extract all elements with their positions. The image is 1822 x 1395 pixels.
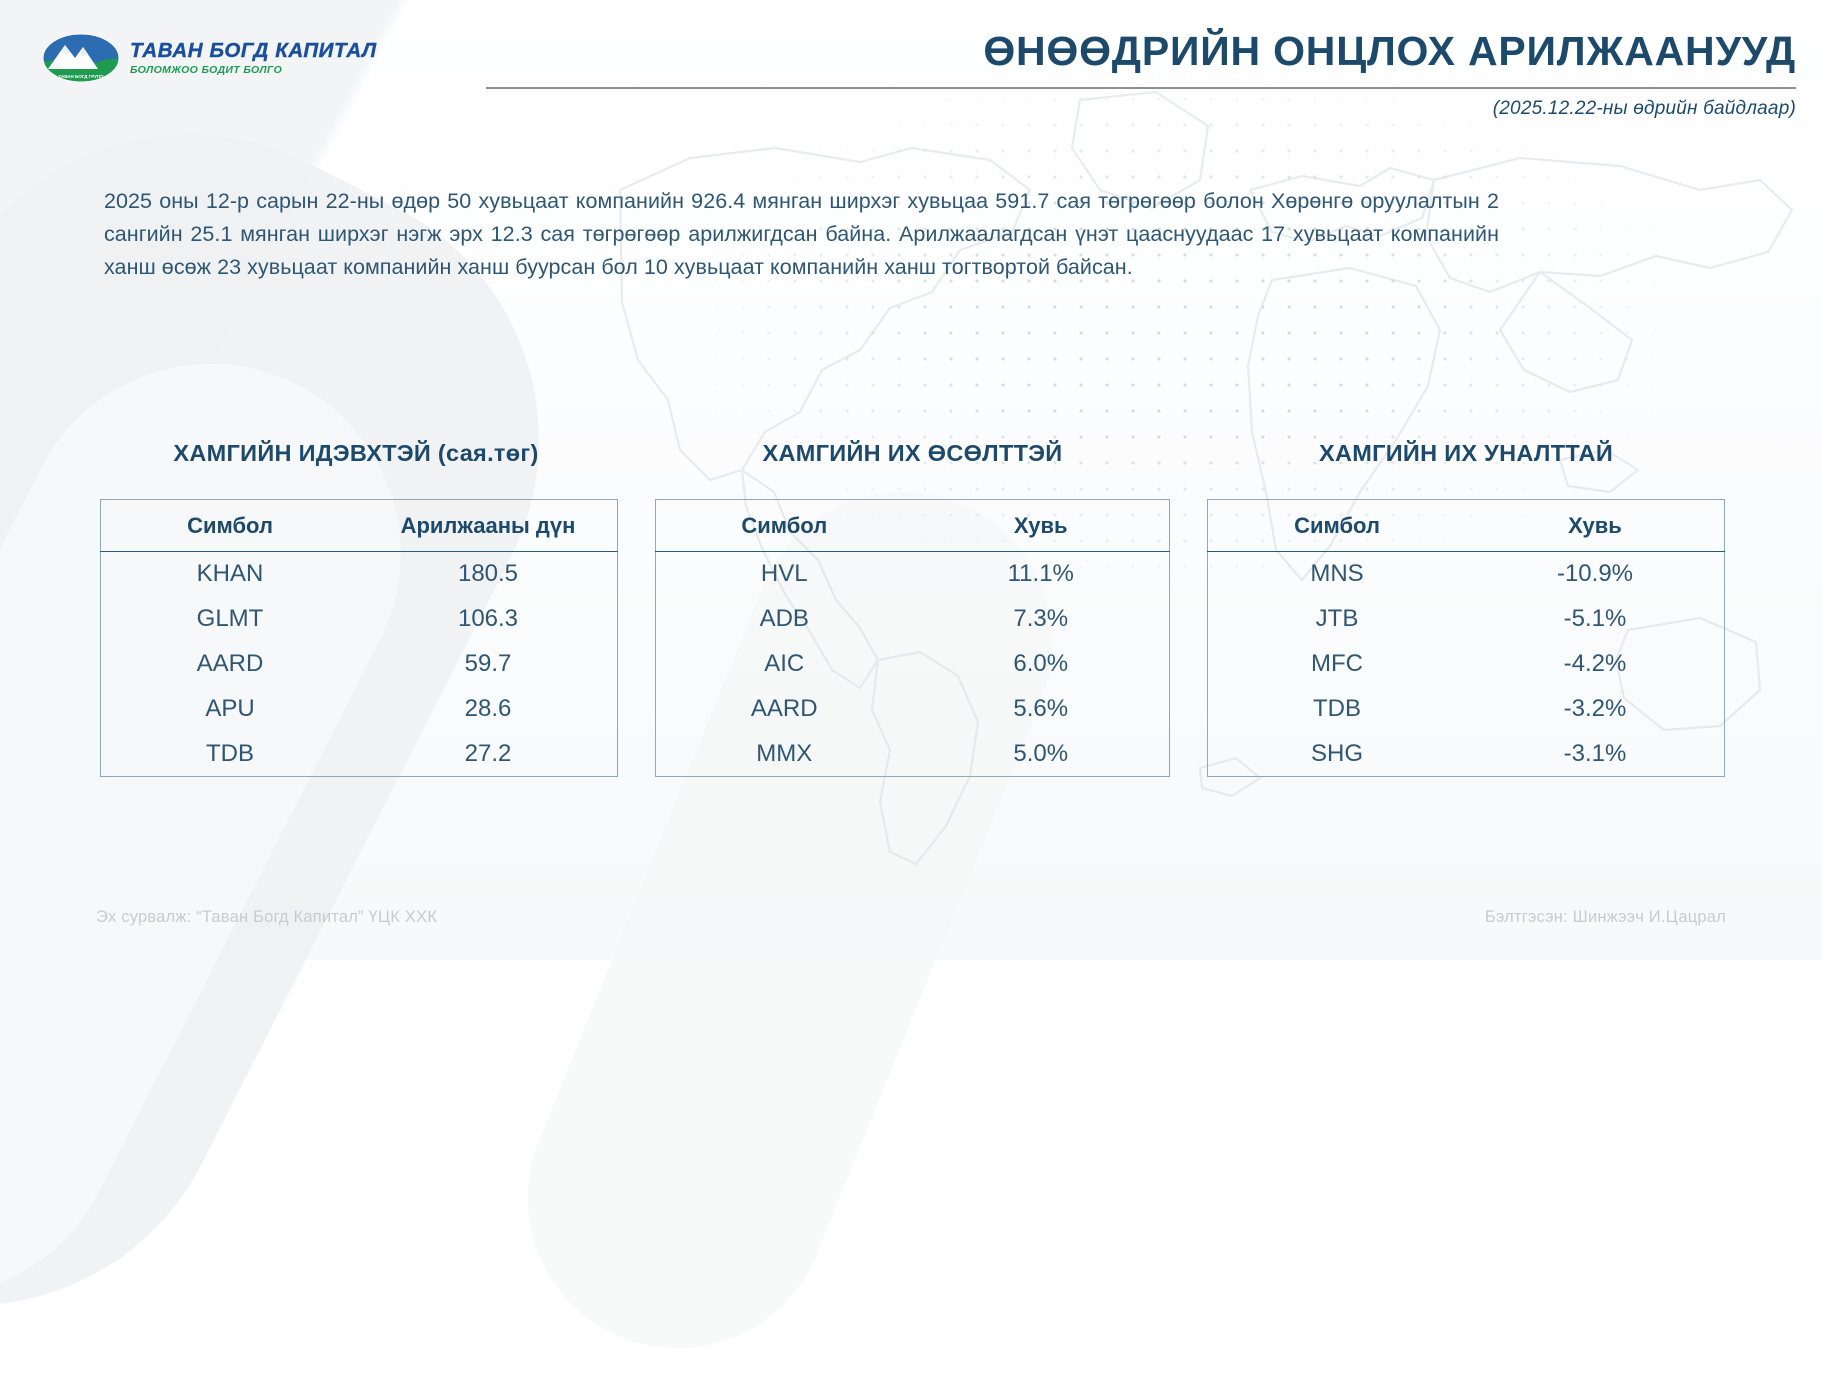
logo-mark-caption: ТАВАН БОГД ГРУПП	[59, 74, 104, 79]
table-row: AIC 6.0%	[656, 642, 1170, 687]
logo-title: ТАВАН БОГД КАПИТАЛ	[130, 38, 377, 62]
cell-value: 27.2	[464, 739, 512, 767]
cell-value: 59.7	[464, 650, 512, 677]
column-header-symbol: Симбол	[1207, 499, 1466, 552]
cell-percent: 7.3%	[1013, 605, 1069, 632]
column-header-symbol: Симбол	[655, 499, 913, 552]
title-block: ӨНӨӨДРИЙН ОНЦЛОХ АРИЛЖААНУУД (2025.12.22…	[486, 28, 1796, 120]
cell-percent: 6.0%	[1013, 650, 1069, 677]
table-row: MFC -4.2%	[1208, 642, 1725, 687]
cell-symbol: MMX	[756, 739, 813, 767]
cell-percent: -5.1%	[1563, 605, 1627, 632]
cell-symbol: TDB	[206, 739, 254, 767]
footer-prepared-by: Бэлтгэсэн: Шинжээч И.Цацрал	[1485, 908, 1726, 927]
table-top-losers: Симбол Хувь MNS -10.9% JTB -5.1% MFC	[1207, 499, 1725, 777]
logo-subtitle: БОЛОМЖОО БОДИТ БОЛГО	[130, 64, 283, 76]
title-divider	[486, 87, 1796, 90]
table-row: AARD 59.7	[101, 642, 618, 687]
cell-symbol: KHAN	[196, 560, 264, 588]
header: ТАВАН БОГД ГРУПП ТАВАН БОГД КАПИТАЛ БОЛО…	[0, 0, 1822, 150]
logo-wordmark: ТАВАН БОГД КАПИТАЛ БОЛОМЖОО БОДИТ БОЛГО	[130, 38, 377, 76]
mountain-logo-icon: ТАВАН БОГД ГРУПП	[42, 32, 120, 84]
table-block-top-losers: ХАМГИЙН ИХ УНАЛТТАЙ Симбол Хувь MNS -10.…	[1207, 440, 1725, 777]
footer-source-text: Эх сурвалж: “Таван Богд Капитал” ҮЦК ХХК	[96, 908, 438, 926]
cell-symbol: AARD	[750, 695, 818, 722]
cell-symbol: HVL	[760, 560, 808, 588]
cell-value: 180.5	[457, 560, 519, 588]
cell-percent: 5.6%	[1013, 695, 1069, 722]
footer-source: Эх сурвалж: “Таван Богд Капитал” ҮЦК ХХК	[96, 908, 437, 927]
table-top-gainers: Симбол Хувь HVL 11.1% ADB 7.3% AIC	[655, 499, 1170, 777]
cell-symbol: ADB	[759, 605, 809, 632]
table-title-top-gainers: ХАМГИЙН ИХ ӨСӨЛТТЭЙ	[762, 440, 1063, 466]
cell-value: 106.3	[457, 605, 519, 632]
cell-percent: -3.1%	[1563, 739, 1627, 767]
company-logo: ТАВАН БОГД ГРУПП ТАВАН БОГД КАПИТАЛ БОЛО…	[42, 32, 377, 84]
table-title-most-active: ХАМГИЙН ИДЭВХТЭЙ (сая.төг)	[173, 440, 539, 466]
table-row: MMX 5.0%	[656, 732, 1170, 777]
cell-symbol: SHG	[1310, 739, 1363, 767]
cell-value: 28.6	[464, 695, 512, 722]
cell-percent: -10.9%	[1556, 560, 1634, 588]
footer-prepared-by-text: Бэлтгэсэн: Шинжээч И.Цацрал	[1484, 908, 1726, 926]
column-header-percent: Хувь	[912, 499, 1170, 552]
cell-symbol: AIC	[764, 650, 805, 677]
cell-percent: -4.2%	[1563, 650, 1627, 677]
table-row: SHG -3.1%	[1208, 732, 1725, 777]
cell-symbol: TDB	[1313, 695, 1361, 722]
footer: Эх сурвалж: “Таван Богд Капитал” ҮЦК ХХК…	[0, 890, 1822, 960]
table-row: KHAN 180.5	[101, 552, 618, 597]
table-row: AARD 5.6%	[656, 687, 1170, 732]
slide: ТАВАН БОГД ГРУПП ТАВАН БОГД КАПИТАЛ БОЛО…	[0, 0, 1822, 960]
column-header-symbol: Симбол	[100, 499, 359, 552]
page-title: ӨНӨӨДРИЙН ОНЦЛОХ АРИЛЖААНУУД	[983, 28, 1796, 74]
table-row: JTB -5.1%	[1208, 597, 1725, 642]
column-header-value: Арилжааны дүн	[359, 499, 618, 552]
table-header-row: Симбол Хувь	[1207, 499, 1725, 552]
table-row: TDB 27.2	[101, 732, 618, 777]
table-block-top-gainers: ХАМГИЙН ИХ ӨСӨЛТТЭЙ Симбол Хувь HVL 11.1…	[655, 440, 1170, 777]
table-header-row: Симбол Арилжааны дүн	[100, 499, 618, 552]
table-row: TDB -3.2%	[1208, 687, 1725, 732]
cell-symbol: AARD	[196, 650, 264, 677]
table-row: HVL 11.1%	[656, 552, 1170, 597]
table-row: MNS -10.9%	[1208, 552, 1725, 597]
cell-symbol: MNS	[1310, 560, 1364, 588]
cell-symbol: MFC	[1311, 650, 1363, 677]
table-most-active: Симбол Арилжааны дүн KHAN 180.5 GLMT 106…	[100, 499, 618, 777]
cell-percent: 11.1%	[1007, 560, 1074, 588]
cell-symbol: GLMT	[196, 605, 264, 632]
cell-symbol: APU	[205, 695, 255, 722]
table-row: APU 28.6	[101, 687, 618, 732]
table-title-top-losers: ХАМГИЙН ИХ УНАЛТТАЙ	[1318, 440, 1614, 466]
table-row: GLMT 106.3	[101, 597, 618, 642]
summary-paragraph: 2025 оны 12-р сарын 22-ны өдөр 50 хувьца…	[104, 189, 1499, 279]
column-header-percent: Хувь	[1466, 499, 1725, 552]
tables-row: ХАМГИЙН ИДЭВХТЭЙ (сая.төг) Симбол Арилжа…	[0, 440, 1822, 790]
table-row: ADB 7.3%	[656, 597, 1170, 642]
report-date: (2025.12.22-ны өдрийн байдлаар)	[1492, 98, 1796, 120]
table-block-most-active: ХАМГИЙН ИДЭВХТЭЙ (сая.төг) Симбол Арилжа…	[100, 440, 618, 777]
table-header-row: Симбол Хувь	[655, 499, 1170, 552]
cell-symbol: JTB	[1315, 605, 1359, 632]
cell-percent: 5.0%	[1013, 739, 1069, 767]
cell-percent: -3.2%	[1563, 695, 1627, 722]
